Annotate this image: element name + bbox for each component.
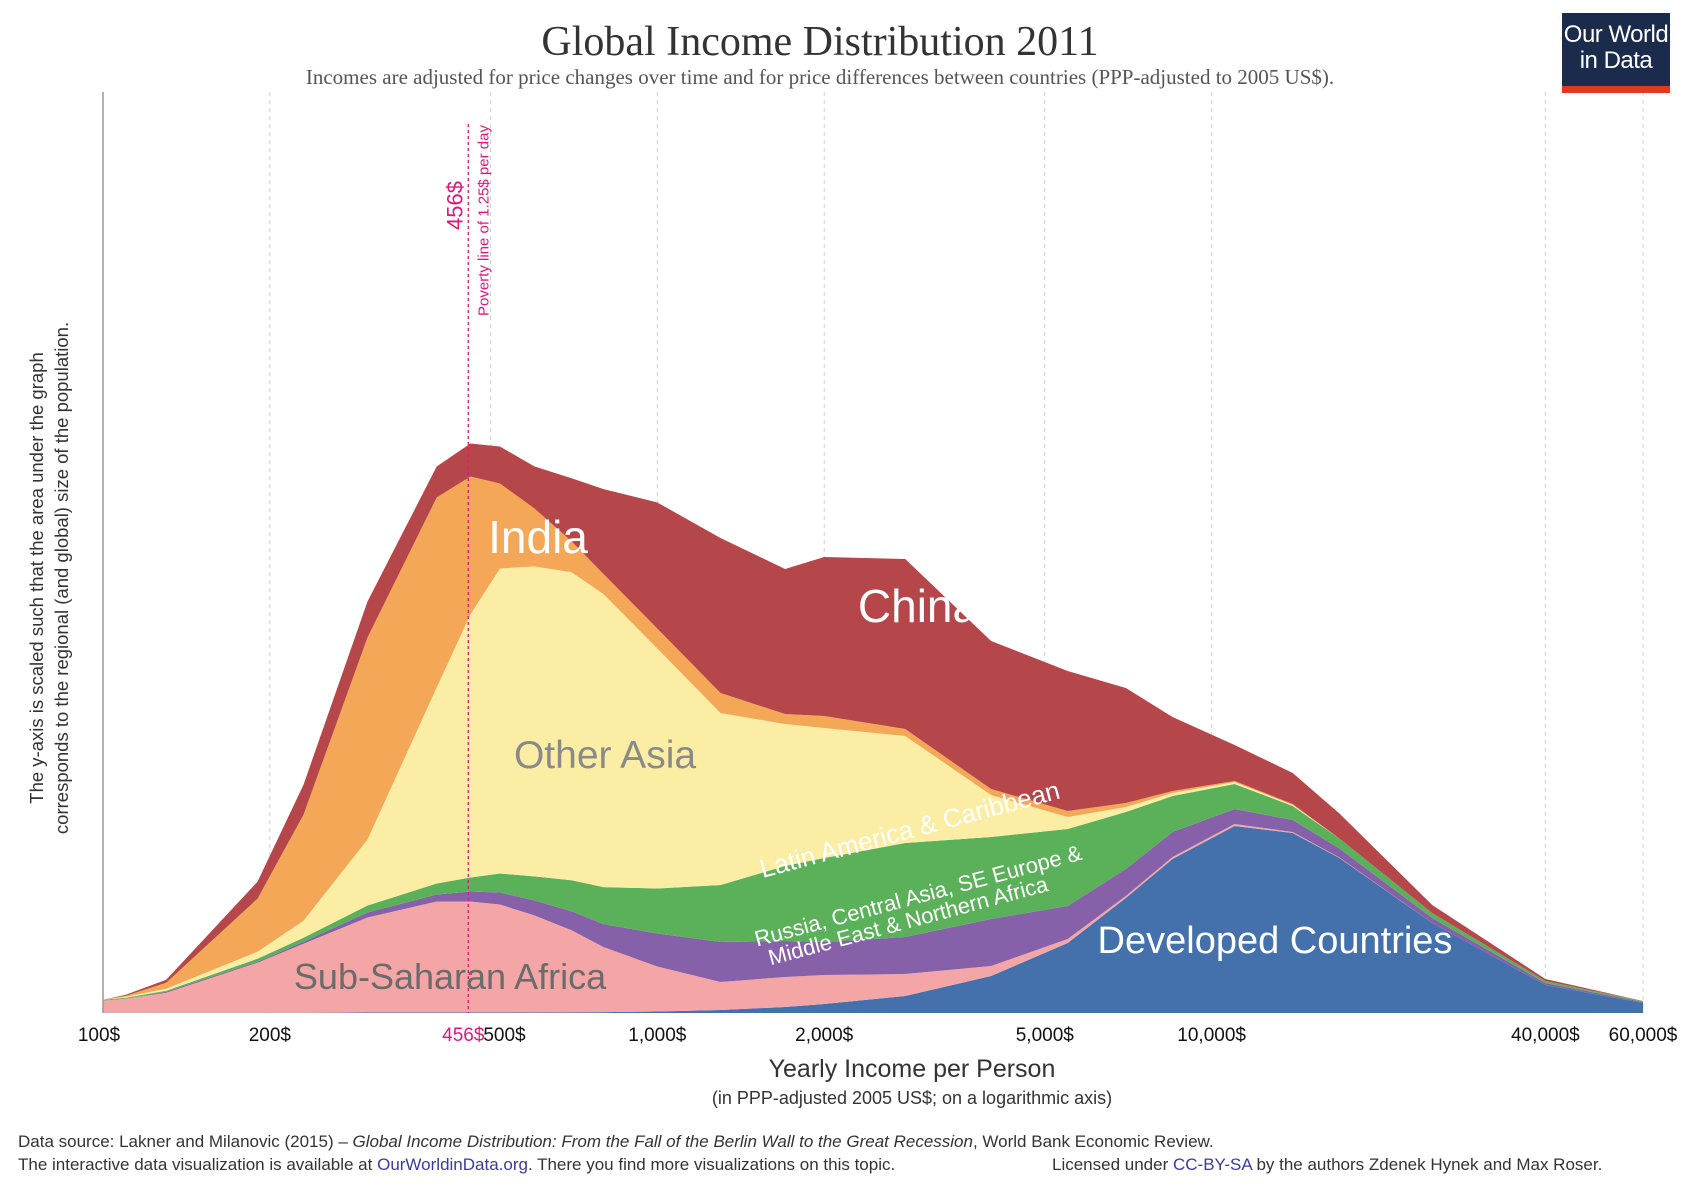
footer-license-link[interactable]: CC-BY-SA (1172, 1155, 1252, 1174)
x-tick-label: 100$ (78, 1025, 121, 1046)
x-axis-ticks: 100$ 200$ 500$ 1,000$ 2,000$ 5,000$ 10,000$ 40,… (78, 1025, 1678, 1046)
x-tick-label: 1,000$ (628, 1025, 687, 1046)
logo-line2: in Data (1579, 47, 1653, 74)
logo-accent-bar (1562, 86, 1670, 93)
x-tick-label: 10,000$ (1177, 1025, 1246, 1046)
our-world-in-data-logo[interactable]: Our World in Data (1562, 13, 1670, 93)
area-other-asia (103, 566, 1643, 1001)
label-india: India (488, 511, 588, 563)
x-tick-label: 2,000$ (795, 1025, 854, 1046)
area-latin-america (103, 784, 1643, 1002)
poverty-line-annotation: 456$ Poverty line of 1.25$ per day (442, 124, 492, 1013)
y-axis-title-line2: corresponds to the regional (and global)… (51, 322, 72, 834)
stacked-areas (103, 443, 1643, 1013)
label-other-asia: Other Asia (514, 734, 696, 777)
footer-source: Data source: Lakner and Milanovic (2015)… (18, 1132, 1214, 1152)
footer-license: Licensed under CC-BY-SA by the authors Z… (1052, 1155, 1602, 1175)
footer-owid-link[interactable]: OurWorldinData.org (377, 1155, 528, 1174)
x-axis-subtitle: (in PPP-adjusted 2005 US$; on a logarith… (712, 1088, 1112, 1108)
x-tick-label: 5,000$ (1016, 1025, 1075, 1046)
footer-source-title: Global Income Distribution: From the Fal… (352, 1132, 973, 1151)
x-tick-label: 200$ (249, 1025, 292, 1046)
area-sub-saharan (103, 824, 1643, 1013)
poverty-line-label: Poverty line of 1.25$ per day (475, 125, 492, 316)
area-china (103, 443, 1643, 1001)
x-axis-title: Yearly Income per Person (769, 1055, 1056, 1083)
chart-title: Global Income Distribution 2011 (541, 19, 1098, 65)
footer-interactive: The interactive data visualization is av… (18, 1155, 895, 1175)
footer-source-suffix: , World Bank Economic Review. (972, 1132, 1214, 1151)
grid-lines (269, 92, 1644, 1013)
footer-license-prefix: Licensed under (1052, 1155, 1173, 1174)
footer-source-prefix: Data source: Lakner and Milanovic (2015)… (18, 1132, 353, 1151)
x-tick-label-poverty: 456$ (442, 1025, 485, 1046)
x-tick-label: 40,000$ (1511, 1025, 1580, 1046)
poverty-value-label: 456$ (442, 181, 467, 230)
area-india (103, 476, 1643, 1001)
footer-interactive-suffix: . There you find more visualizations on … (527, 1155, 896, 1174)
area-russia-mena (103, 809, 1643, 1003)
footer-license-suffix: by the authors Zdenek Hynek and Max Rose… (1251, 1155, 1603, 1174)
x-tick-label: 60,000$ (1609, 1025, 1678, 1046)
logo-line1: Our World (1563, 21, 1669, 48)
chart-subtitle: Incomes are adjusted for price changes o… (306, 65, 1334, 89)
label-sub-saharan: Sub-Saharan Africa (294, 956, 607, 997)
label-china: China (858, 580, 979, 632)
y-axis-title-line1: The y-axis is scaled such that the area … (26, 352, 47, 803)
footer-interactive-prefix: The interactive data visualization is av… (18, 1155, 378, 1174)
label-developed: Developed Countries (1098, 920, 1453, 962)
area-developed (103, 826, 1643, 1013)
x-tick-label: 500$ (483, 1025, 526, 1046)
